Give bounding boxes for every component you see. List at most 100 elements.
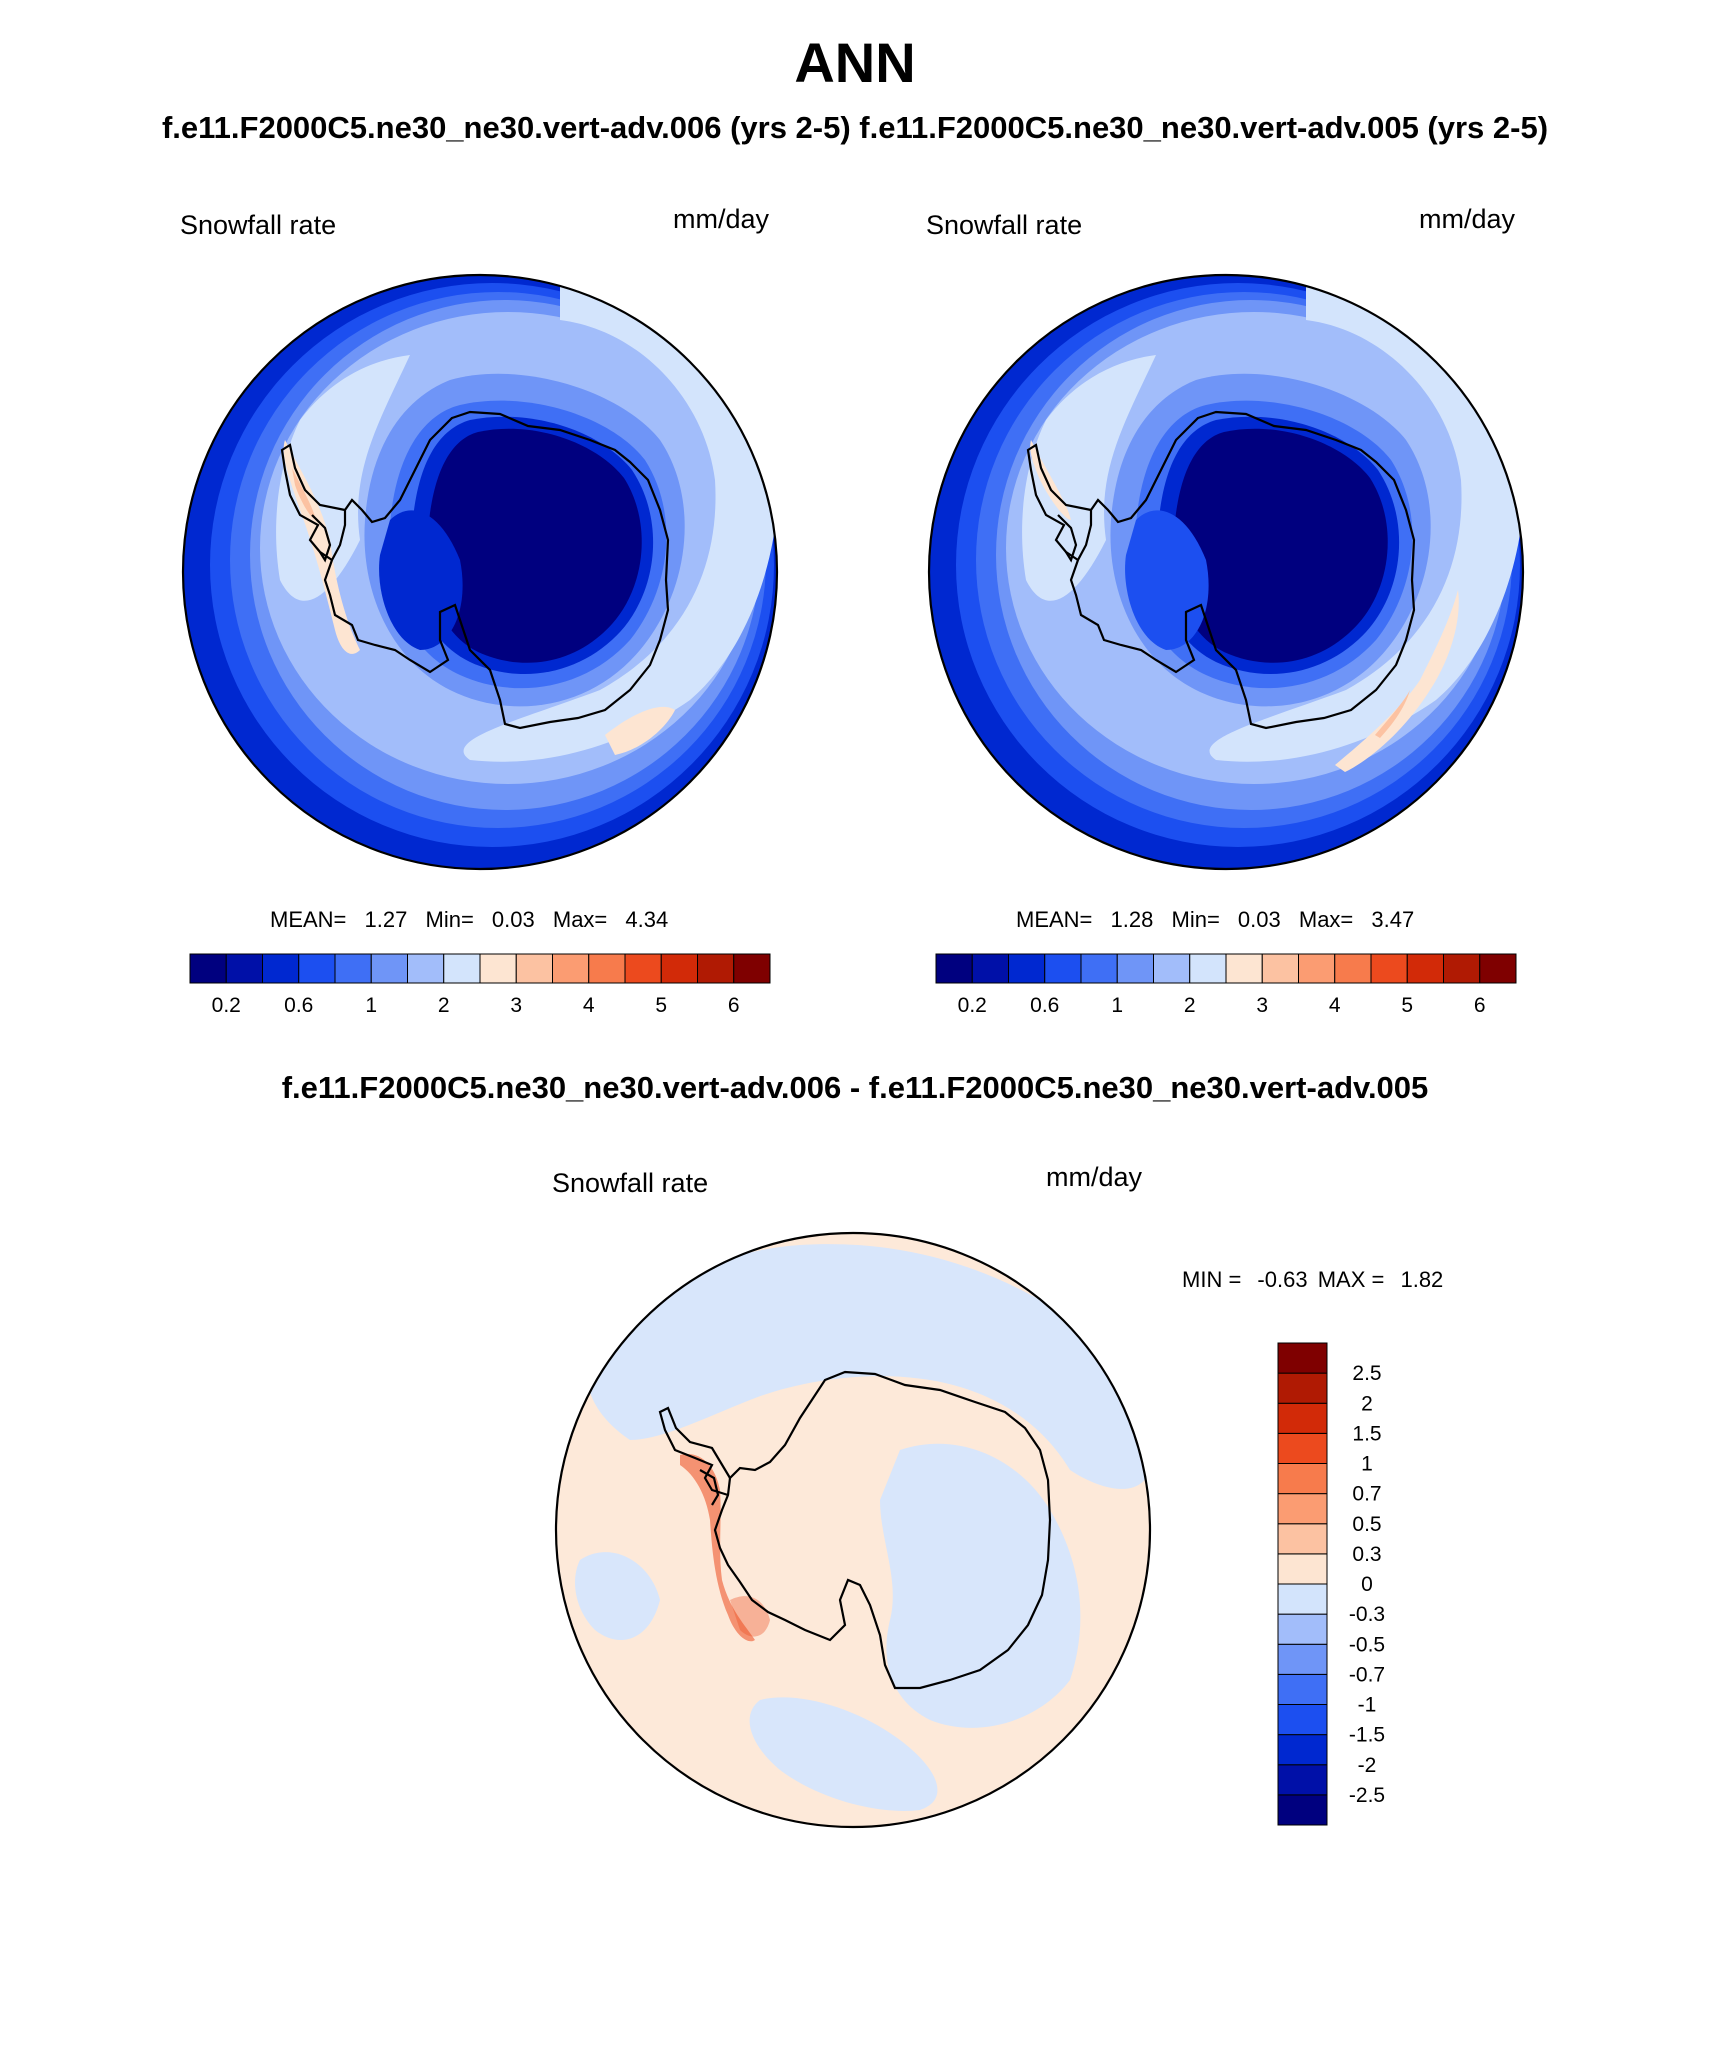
- colorbar-right-tick-label: 3: [1256, 994, 1268, 1017]
- colorbar-left-swatch-14: [697, 953, 735, 984]
- colorbar-right-swatch-6: [1153, 953, 1191, 984]
- colorbar-diff-swatch-2: [1277, 1734, 1328, 1766]
- colorbar-right-swatch-7: [1189, 953, 1227, 984]
- right-polar-map: [927, 273, 1525, 871]
- right-interior: [1173, 428, 1388, 663]
- colorbar-right-swatch-9: [1261, 953, 1299, 984]
- colorbar-diff-tick-label: -0.7: [1349, 1663, 1385, 1686]
- colorbar-diff-swatch-4: [1277, 1673, 1328, 1705]
- colorbar-right-swatch-13: [1406, 953, 1444, 984]
- left-max-value: 4.34: [625, 907, 669, 932]
- colorbar-right-tick-label: 5: [1401, 994, 1413, 1017]
- colorbar-diff: -2.5 -2 -1.5 -1 -0.7 -0.5 -0.3 0 0.3 0.5 0.7 1 1.5 2 2…: [1277, 1342, 1385, 1826]
- right-stats: MEAN= 1.28 Min= 0.03 Max= 3.47: [1016, 907, 1414, 933]
- colorbar-right-tick-label: 0.2: [958, 994, 987, 1017]
- left-peninsula-higher: [292, 468, 316, 520]
- colorbar-diff-tick-label: -0.5: [1349, 1633, 1385, 1656]
- diff-max-value: 1.82: [1400, 1267, 1444, 1292]
- colorbar-diff-swatch-14: [1277, 1372, 1328, 1404]
- right-east-higher: [1375, 690, 1410, 738]
- diff-stats: MIN = -0.63 MAX = 1.82: [1182, 1267, 1443, 1293]
- right-coastline: [1026, 410, 1416, 730]
- colorbar-left-swatch-2: [262, 953, 300, 984]
- colorbar-diff-tick-label: 0.5: [1352, 1513, 1381, 1536]
- left-mean-label: MEAN=: [270, 907, 347, 932]
- colorbar-right-tick-label: 0.6: [1030, 994, 1059, 1017]
- colorbar-diff-swatch-5: [1277, 1643, 1328, 1675]
- left-polar-map: [181, 273, 779, 871]
- left-interior: [427, 428, 642, 663]
- colorbar-left-swatch-10: [552, 953, 590, 984]
- colorbar-diff-tick-label: 0.7: [1352, 1483, 1381, 1506]
- colorbar-right-swatch-2: [1008, 953, 1046, 984]
- colorbar-diff-swatch-12: [1277, 1432, 1328, 1464]
- page-subtitle: f.e11.F2000C5.ne30_ne30.vert-adv.006 (yr…: [161, 110, 1549, 145]
- colorbar-right-swatch-3: [1044, 953, 1082, 984]
- left-variable-label: Snowfall rate: [180, 210, 337, 240]
- colorbar-left-tick-label: 1: [365, 994, 377, 1017]
- colorbar-diff-swatch-15: [1277, 1342, 1328, 1374]
- right-mean-value: 1.28: [1110, 907, 1154, 932]
- colorbar-right: 0.2 0.6 1 2 3 4 5 6: [935, 953, 1517, 1017]
- colorbar-diff-tick-label: -2: [1358, 1754, 1377, 1777]
- diff-max-label: MAX =: [1317, 1267, 1385, 1292]
- colorbar-right-tick-label: 4: [1329, 994, 1341, 1017]
- colorbar-right-swatch-1: [971, 953, 1009, 984]
- right-west-interior: [1125, 510, 1209, 650]
- right-variable-label: Snowfall rate: [926, 210, 1083, 240]
- diff-min-value: -0.63: [1257, 1267, 1308, 1292]
- colorbar-left-swatch-13: [660, 953, 698, 984]
- diff-coastline: [658, 1370, 1052, 1690]
- colorbar-left-swatch-0: [189, 953, 227, 984]
- diff-map-border: [554, 1231, 1152, 1829]
- colorbar-left-tick-label: 0.6: [284, 994, 313, 1017]
- right-max-label: Max=: [1298, 907, 1354, 932]
- left-coastline: [280, 410, 670, 730]
- colorbar-diff-tick-label: 1: [1361, 1453, 1373, 1476]
- colorbar-diff-tick-label: 2.5: [1352, 1362, 1381, 1385]
- colorbar-left-swatch-12: [624, 953, 662, 984]
- diff-positive-streak: [680, 1454, 755, 1642]
- colorbar-left-tick-label: 4: [583, 994, 595, 1017]
- colorbar-right-swatch-15: [1479, 953, 1517, 984]
- right-max-value: 3.47: [1371, 907, 1415, 932]
- right-mean-label: MEAN=: [1016, 907, 1093, 932]
- colorbar-left-swatch-4: [334, 953, 372, 984]
- page-title: ANN: [794, 31, 916, 94]
- colorbar-left-swatch-3: [298, 953, 336, 984]
- left-stats: MEAN= 1.27 Min= 0.03 Max= 4.34: [270, 907, 668, 933]
- colorbar-diff-tick-label: 0: [1361, 1573, 1373, 1596]
- colorbar-left-swatch-8: [479, 953, 517, 984]
- colorbar-left-swatch-11: [588, 953, 626, 984]
- colorbar-diff-tick-label: 0.3: [1352, 1543, 1381, 1566]
- difference-title: f.e11.F2000C5.ne30_ne30.vert-adv.006 - f…: [281, 1070, 1429, 1105]
- colorbar-right-swatch-14: [1443, 953, 1481, 984]
- colorbar-right-swatch-0: [935, 953, 973, 984]
- left-max-label: Max=: [552, 907, 608, 932]
- colorbar-right-swatch-11: [1334, 953, 1372, 984]
- left-mean-value: 1.27: [364, 907, 408, 932]
- colorbar-diff-swatch-10: [1277, 1493, 1328, 1525]
- colorbar-diff-swatch-9: [1277, 1523, 1328, 1555]
- colorbar-diff-tick-label: -1.5: [1349, 1724, 1385, 1747]
- left-min-label: Min=: [425, 907, 474, 932]
- colorbar-diff-swatch-0: [1277, 1794, 1328, 1826]
- left-west-interior: [379, 510, 463, 650]
- colorbar-left-tick-label: 0.2: [212, 994, 241, 1017]
- diff-units-label: mm/day: [1046, 1162, 1143, 1192]
- colorbar-left-swatch-1: [225, 953, 263, 984]
- colorbar-left-swatch-15: [733, 953, 771, 984]
- colorbar-right-tick-label: 6: [1474, 994, 1486, 1017]
- colorbar-diff-tick-label: 2: [1361, 1392, 1373, 1415]
- right-units-label: mm/day: [1419, 204, 1516, 234]
- left-ocean-region: [463, 280, 777, 762]
- colorbar-diff-swatch-7: [1277, 1583, 1328, 1615]
- right-min-value: 0.03: [1237, 907, 1281, 932]
- right-map-border: [927, 273, 1525, 871]
- colorbar-diff-tick-label: -1: [1358, 1694, 1377, 1717]
- left-units-label: mm/day: [673, 204, 770, 234]
- right-east-high: [1335, 590, 1459, 772]
- diff-negative-region-west: [575, 1552, 660, 1640]
- colorbar-left-tick-label: 2: [438, 994, 450, 1017]
- colorbar-left-tick-label: 3: [510, 994, 522, 1017]
